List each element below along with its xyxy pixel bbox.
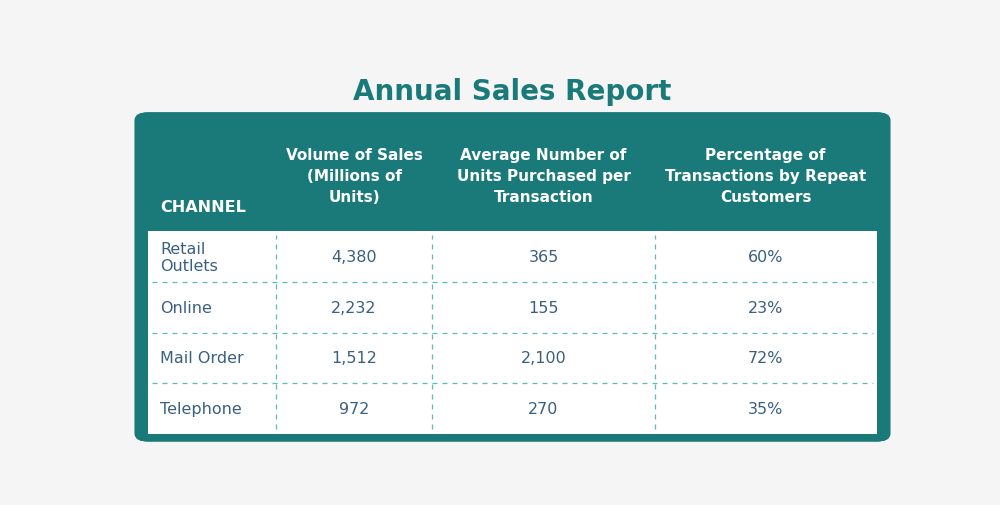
Text: Volume of Sales
(Millions of
Units): Volume of Sales (Millions of Units): [286, 148, 422, 205]
Text: 155: 155: [528, 300, 559, 315]
Text: Mail Order: Mail Order: [160, 350, 244, 366]
Text: CHANNEL: CHANNEL: [160, 200, 246, 215]
Text: 60%: 60%: [748, 250, 783, 265]
Text: 270: 270: [528, 401, 559, 416]
Text: Retail
Outlets: Retail Outlets: [160, 241, 218, 273]
Text: 972: 972: [339, 401, 369, 416]
Text: 35%: 35%: [748, 401, 783, 416]
Text: 2,100: 2,100: [521, 350, 566, 366]
Text: 365: 365: [528, 250, 559, 265]
Text: 2,232: 2,232: [331, 300, 377, 315]
Text: Online: Online: [160, 300, 212, 315]
Text: Telephone: Telephone: [160, 401, 242, 416]
Text: Percentage of
Transactions by Repeat
Customers: Percentage of Transactions by Repeat Cus…: [665, 148, 866, 205]
Text: Average Number of
Units Purchased per
Transaction: Average Number of Units Purchased per Tr…: [457, 148, 630, 205]
FancyBboxPatch shape: [137, 115, 888, 440]
Text: 1,512: 1,512: [331, 350, 377, 366]
Text: Annual Sales Report: Annual Sales Report: [353, 78, 672, 106]
Text: 72%: 72%: [748, 350, 783, 366]
Text: 4,380: 4,380: [331, 250, 377, 265]
FancyBboxPatch shape: [137, 115, 888, 440]
Text: 23%: 23%: [748, 300, 783, 315]
